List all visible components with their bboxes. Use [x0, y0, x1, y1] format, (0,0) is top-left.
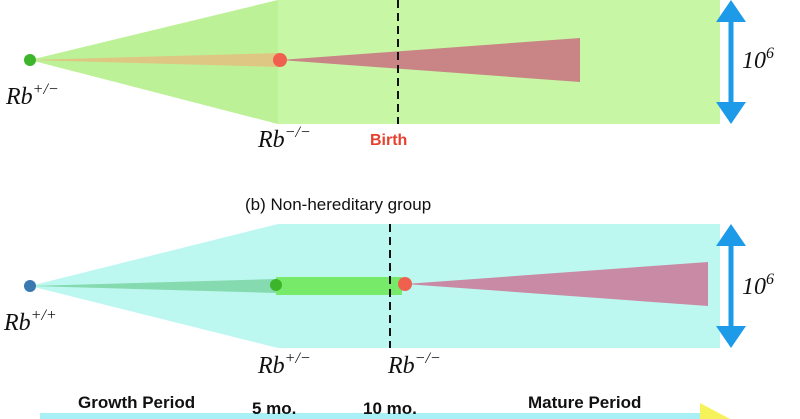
timeline-growth-label: Growth Period: [78, 393, 195, 412]
panel-b-mid2-dot: [398, 277, 412, 291]
panel-b-origin-dot: [24, 280, 36, 292]
panel-b-mid-label: Rb+/−: [257, 350, 311, 379]
panel-b-growth-wedge: [30, 279, 276, 293]
timeline-mature-label: Mature Period: [528, 393, 641, 412]
panel-a-origin-label: Rb+/−: [5, 81, 59, 110]
timeline-tick1-label: 5 mo.: [252, 399, 296, 418]
timeline-arrow-icon: [700, 403, 730, 419]
panel-b-scale-arrow-icon: [716, 224, 746, 348]
panel-b-tumor-wedge: [405, 262, 708, 306]
timeline: Growth Period 5 mo. 10 mo. Mature Period: [40, 393, 730, 419]
panel-a-scale-arrow-icon: [716, 0, 746, 124]
timeline-tick2-label: 10 mo.: [363, 399, 417, 418]
panel-a-mid-dot: [273, 53, 287, 67]
panel-b-mid2-label: Rb−/−: [387, 350, 441, 379]
timeline-bar: [40, 413, 710, 419]
panel-b-origin-label: Rb+/+: [3, 307, 57, 336]
panel-a-growth-wedge: [30, 53, 280, 67]
panel-a-mid-label: Rb−/−: [257, 124, 311, 153]
panel-b-scale-label: 106: [742, 271, 774, 300]
panel-b-title: (b) Non-hereditary group: [245, 195, 431, 214]
panel-a-origin-dot: [24, 54, 36, 66]
panel-a-scale-label: 106: [742, 45, 774, 74]
panel-a-birth-label: Birth: [370, 132, 407, 149]
panel-b-clonal-bar: [276, 277, 402, 295]
panel-a-tumor-wedge: [280, 38, 580, 82]
panel-a: Rb+/− Rb−/− Birth 106: [5, 0, 774, 153]
panel-b-mid-dot: [270, 279, 282, 291]
panel-b: Rb+/+ Rb+/− Rb−/− 106: [3, 224, 774, 379]
